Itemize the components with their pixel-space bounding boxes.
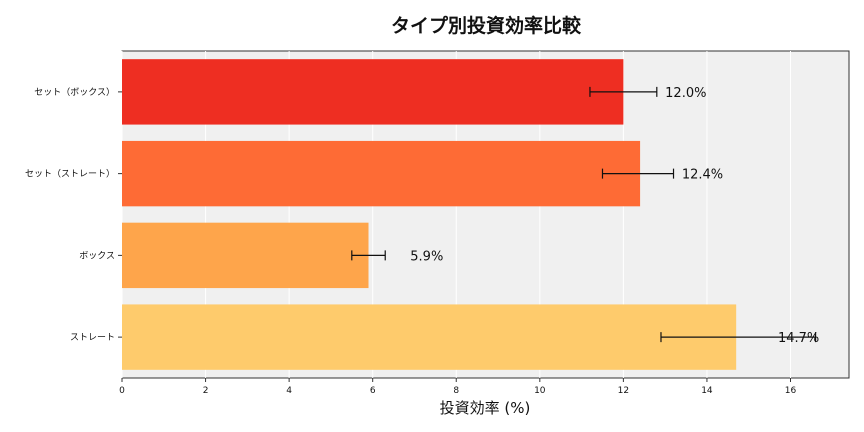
data-label: 14.7% [778,331,819,346]
error-bars [351,86,817,343]
category-label: ストレート [70,333,115,343]
x-tick-label: 16 [785,386,797,396]
x-tick-label: 0 [119,386,125,396]
category-label: セット（ボックス） [34,87,115,98]
category-label: ボックス [79,250,115,261]
bar [122,140,641,207]
data-label: 5.9% [410,249,443,264]
x-tick-label: 2 [203,386,209,396]
chart-title: タイプ別投資効率比較 [391,14,582,37]
x-tick-label: 10 [534,386,546,396]
x-tick-label: 4 [286,386,292,396]
bar [122,59,624,125]
x-axis-label: 投資効率 (%) [440,399,531,417]
x-tick-label: 6 [370,386,376,396]
data-label: 12.0% [665,86,706,101]
x-tick-label: 8 [453,386,459,396]
x-tick-label: 14 [701,386,713,396]
bar [122,222,369,289]
bars [122,59,737,370]
data-label: 12.4% [682,168,723,183]
bar [122,304,737,370]
x-tick-label: 12 [618,386,629,396]
category-label: セット（ストレート） [25,169,115,180]
data-labels: 12.0% 12.4% 5.9% 14.7% [410,86,819,346]
x-axis: 0 2 4 6 8 10 12 14 16 [119,378,797,396]
